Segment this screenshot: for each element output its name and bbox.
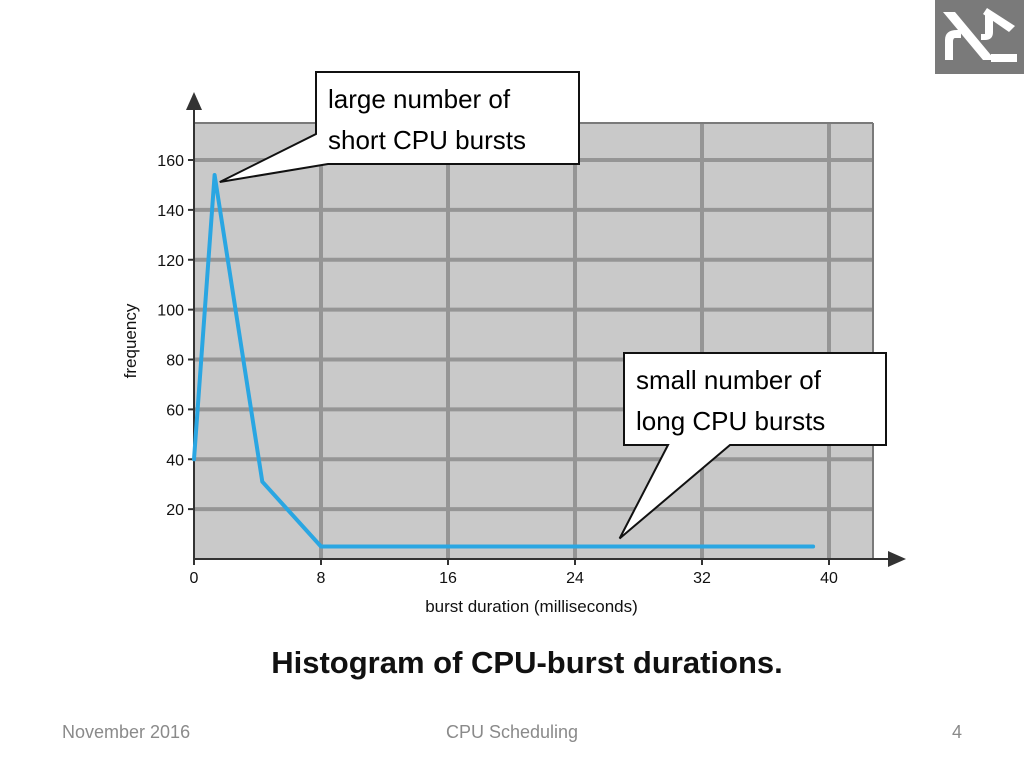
series-point-0-4 [811,545,815,549]
callout-long-bursts-bubble [618,352,887,540]
series-point-0-0 [192,457,196,461]
callout-long-bursts-line2: long CPU bursts [636,406,825,436]
y-tick-label-160: 160 [157,153,184,170]
x-tick-label-40: 40 [820,570,838,587]
series-point-0-3 [319,545,323,549]
x-tick-label-32: 32 [693,570,711,587]
x-tick-label-16: 16 [439,570,457,587]
x-axis-label: burst duration (milliseconds) [425,597,638,616]
callout-short-bursts: large number of short CPU bursts [219,71,580,183]
histogram-chart: 0 8 16 24 32 40 20 40 60 80 100 120 140 160 burst dur… [121,71,906,616]
callout-short-bursts-line1: large number of [328,84,511,114]
hebrew-university-logo-icon [943,8,1017,62]
plot-area [194,123,873,559]
series-layer [192,173,816,549]
chart-title: Histogram of CPU-burst durations. [271,645,783,680]
y-tick-label-60: 60 [166,402,184,419]
y-tick-label-140: 140 [157,203,184,220]
x-tick-label-0: 0 [190,570,199,587]
grid-lines [194,122,874,559]
logo [935,0,1024,74]
x-tick-label-8: 8 [317,570,326,587]
slide-number: 4 [951,722,962,742]
callout-long-bursts: small number of long CPU bursts [618,352,887,540]
footer-title: CPU Scheduling [445,722,579,742]
series-point-0-2 [260,480,264,484]
y-tick-label-80: 80 [166,353,184,370]
series-point-0-1 [213,173,217,177]
footer-date: November 2016 [62,722,191,742]
callout-short-bursts-line2: short CPU bursts [328,125,526,155]
x-tick-label-24: 24 [566,570,584,587]
callout-long-bursts-line1: small number of [636,365,822,395]
y-tick-label-20: 20 [166,502,184,519]
y-axis-label: frequency [121,303,140,378]
callout-short-bursts-bubble [219,71,580,183]
y-tick-label-40: 40 [166,452,184,469]
tick-labels: 0 8 16 24 32 40 20 40 60 80 100 120 140 160 [157,153,838,587]
y-tick-label-120: 120 [157,253,184,270]
axes [186,92,906,567]
y-tick-label-100: 100 [157,303,184,320]
